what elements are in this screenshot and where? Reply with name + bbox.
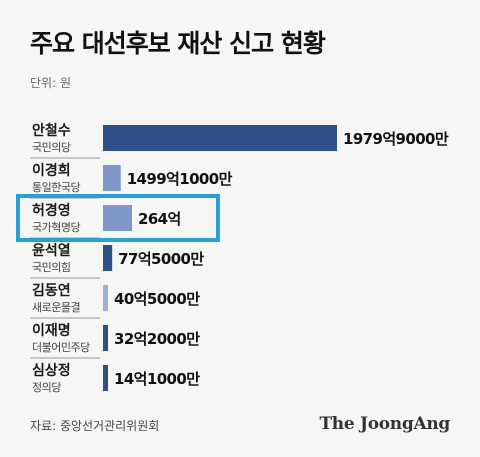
party-name: 국민의힘 [32, 261, 70, 274]
party-name: 국민의당 [32, 141, 71, 154]
highlight-box [16, 194, 220, 242]
party-name: 정의당 [32, 381, 61, 394]
bar [103, 285, 108, 311]
candidate-name: 안철수 [32, 122, 71, 139]
source-note: 자료: 중앙선거관리위원회 [30, 419, 160, 433]
value-label: 32억2000만 [114, 330, 200, 348]
candidate-name: 심상정 [32, 362, 71, 379]
bar [103, 365, 108, 391]
chart-title: 주요 대선후보 재산 신고 현황 [30, 29, 326, 58]
value-label: 1499억1000만 [127, 170, 233, 188]
value-label: 14억1000만 [114, 370, 200, 388]
candidate-name: 이경희 [32, 162, 71, 179]
candidate-name: 윤석열 [32, 242, 71, 259]
party-name: 더불어민주당 [32, 341, 90, 354]
bar [103, 325, 108, 351]
value-label: 1979억9000만 [343, 130, 449, 148]
party-name: 새로운물결 [32, 301, 80, 314]
candidate-name: 김동연 [32, 282, 71, 299]
unit-label: 단위: 원 [30, 76, 71, 90]
bar [103, 205, 132, 231]
value-label: 77억5000만 [118, 250, 204, 268]
bar [103, 165, 121, 191]
value-label: 40억5000만 [114, 290, 200, 308]
party-name: 국가혁명당 [32, 221, 80, 234]
brand-logo: The JoongAng [319, 414, 450, 434]
party-name: 통일한국당 [32, 180, 80, 194]
candidate-name: 이재명 [32, 322, 71, 339]
bar [103, 245, 113, 271]
bar [103, 125, 337, 151]
value-label: 264억 [138, 210, 181, 228]
candidate-name: 허경영 [32, 202, 71, 219]
